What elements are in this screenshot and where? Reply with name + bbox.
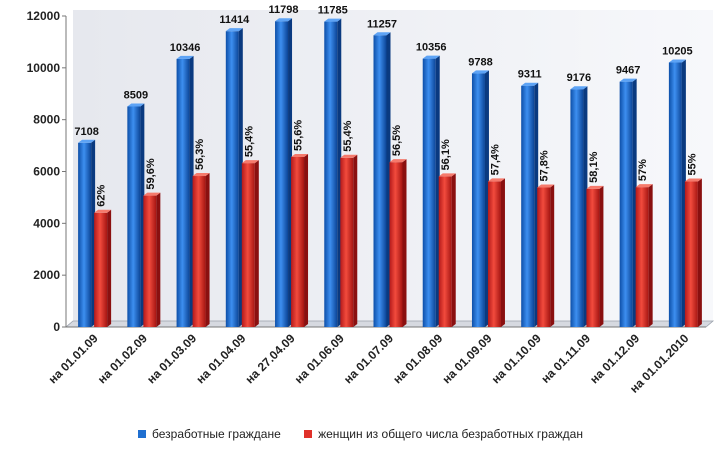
bar-women xyxy=(143,192,161,327)
bar-unemployed xyxy=(275,18,293,327)
bar-women xyxy=(389,159,407,327)
legend-item-unemployed: безработные граждане xyxy=(138,427,281,441)
legend-swatch-blue xyxy=(138,430,146,438)
data-label-unemployed: 8509 xyxy=(124,89,148,101)
bar-unemployed xyxy=(225,28,243,328)
bar-women xyxy=(635,184,653,327)
data-label-unemployed: 10356 xyxy=(416,42,447,54)
y-tick-label: 0 xyxy=(53,320,60,334)
legend-label-women: женщин из общего числа безработных гражд… xyxy=(318,427,583,441)
x-tick-label: на 01.06.09 xyxy=(292,331,347,386)
bar-women xyxy=(438,173,456,327)
bar-women xyxy=(241,160,259,327)
data-label-unemployed: 11798 xyxy=(269,4,299,16)
data-label-women-percent: 55,4% xyxy=(243,126,255,157)
bar-unemployed xyxy=(373,32,391,328)
bar-women xyxy=(586,185,604,327)
data-label-unemployed: 10205 xyxy=(662,46,693,58)
x-tick-label: на 01.08.09 xyxy=(390,331,445,386)
y-tick-label: 2000 xyxy=(33,268,60,282)
bar-unemployed xyxy=(668,59,686,327)
data-label-unemployed: 9467 xyxy=(616,65,640,77)
bar-women xyxy=(192,173,210,327)
x-tick-label: на 01.07.09 xyxy=(341,331,396,386)
data-label-women-percent: 55,4% xyxy=(342,120,354,151)
legend-label-unemployed: безработные граждане xyxy=(152,427,281,441)
data-label-women-percent: 55,6% xyxy=(293,120,305,151)
data-label-unemployed: 7108 xyxy=(74,126,98,138)
x-tick-label: на 01.01.09 xyxy=(46,331,101,386)
data-label-unemployed: 11414 xyxy=(219,14,250,26)
data-label-women-percent: 59,6% xyxy=(145,158,157,189)
x-tick-label: на 01.04.09 xyxy=(193,331,248,386)
data-label-unemployed: 11257 xyxy=(367,18,397,30)
data-label-women-percent: 57,8% xyxy=(539,150,551,181)
data-label-unemployed: 10346 xyxy=(170,42,201,54)
bar-unemployed xyxy=(127,103,145,327)
legend-swatch-red xyxy=(304,430,313,438)
bar-women xyxy=(291,153,309,327)
x-tick-label: на 27.04.09 xyxy=(243,331,298,386)
bar-women xyxy=(684,178,702,327)
x-tick-label: на 01.10.09 xyxy=(489,331,544,386)
data-label-women-percent: 58,1% xyxy=(588,151,600,182)
x-tick-label: на 01.09.09 xyxy=(439,331,494,386)
x-tick-label: на 01.02.09 xyxy=(95,331,150,386)
data-label-women-percent: 57% xyxy=(637,159,649,181)
legend-item-women: женщин из общего числа безработных гражд… xyxy=(304,427,583,441)
bar-unemployed xyxy=(78,139,96,327)
bar-women xyxy=(94,209,112,327)
data-label-women-percent: 56,1% xyxy=(440,139,452,170)
x-tick-label: на 01.03.09 xyxy=(144,331,199,386)
bar-women xyxy=(487,178,505,327)
data-label-women-percent: 55% xyxy=(686,153,698,175)
bar-unemployed xyxy=(471,70,489,327)
y-tick-label: 10000 xyxy=(27,61,61,75)
bar-women xyxy=(537,184,555,327)
data-label-unemployed: 9311 xyxy=(518,69,542,81)
data-labels: 7108 62% 8509 59,6% 10346 56,3% 11414 55,4% 1179… xyxy=(74,4,698,207)
bar-unemployed xyxy=(422,55,440,328)
data-label-women-percent: 56,5% xyxy=(391,125,403,156)
y-tick-label: 8000 xyxy=(33,113,60,127)
data-label-unemployed: 11785 xyxy=(318,5,348,17)
bar-unemployed xyxy=(521,82,539,328)
data-label-women-percent: 57,4% xyxy=(489,144,501,175)
x-tick-label: на 01.11.09 xyxy=(538,331,593,386)
data-label-women-percent: 56,3% xyxy=(194,139,206,170)
bar-unemployed xyxy=(324,18,342,327)
legend: безработные граждане женщин из общего чи… xyxy=(0,427,721,441)
bar-unemployed xyxy=(176,55,194,328)
bar-women xyxy=(340,154,358,327)
data-label-women-percent: 62% xyxy=(96,185,108,207)
data-label-unemployed: 9176 xyxy=(567,72,591,84)
bars xyxy=(78,18,702,328)
bar-unemployed xyxy=(570,86,588,328)
bar-unemployed xyxy=(619,78,637,328)
y-tick-label: 6000 xyxy=(33,165,60,179)
y-tick-label: 12000 xyxy=(27,9,61,23)
data-label-unemployed: 9788 xyxy=(468,56,492,68)
y-tick-label: 4000 xyxy=(33,216,60,230)
